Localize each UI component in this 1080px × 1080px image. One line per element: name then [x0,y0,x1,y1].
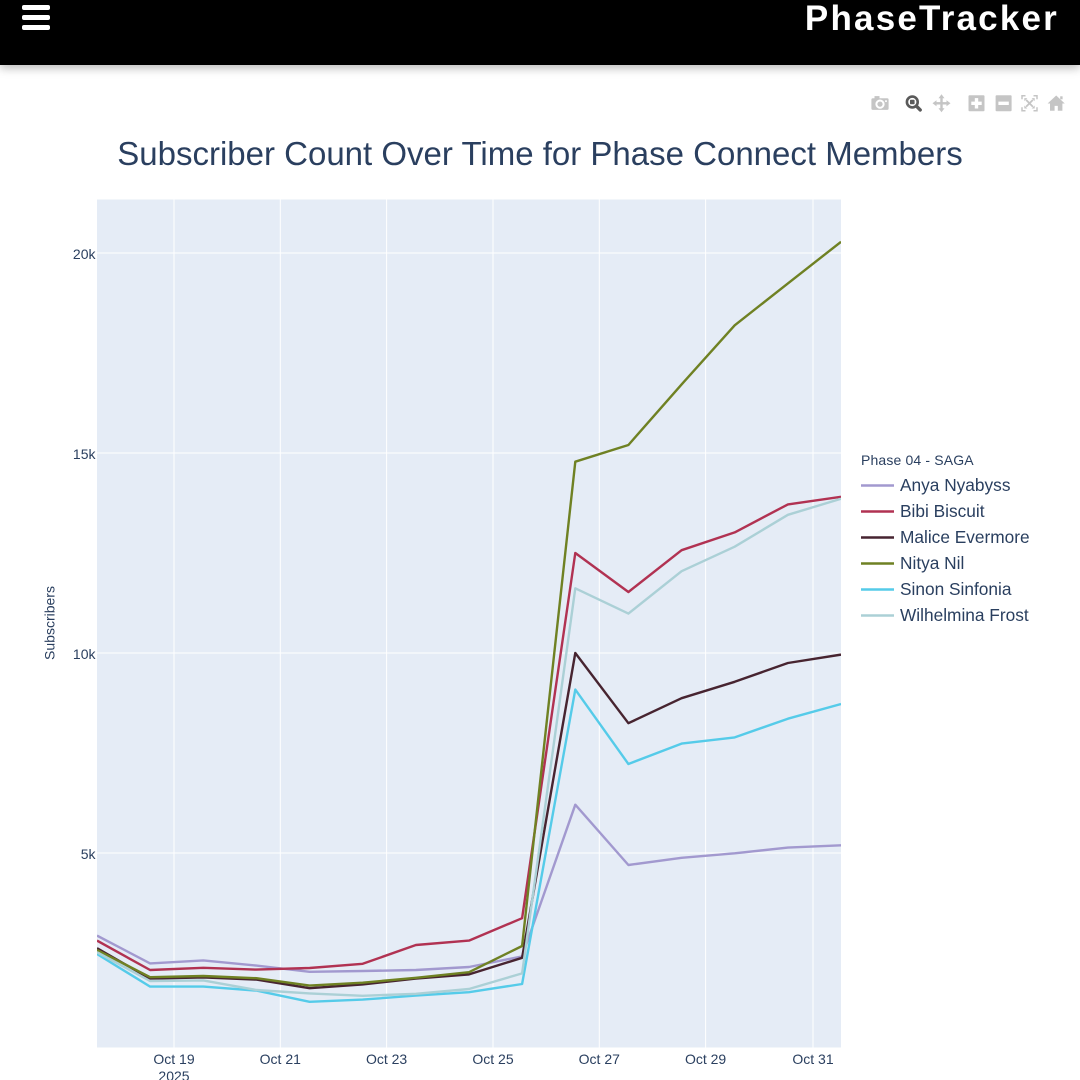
svg-text:Anya Nyabyss: Anya Nyabyss [900,475,1011,495]
svg-text:Oct 25: Oct 25 [472,1051,513,1067]
svg-text:Oct 23: Oct 23 [366,1051,407,1067]
svg-text:10k: 10k [73,646,97,662]
svg-text:Oct 27: Oct 27 [579,1051,620,1067]
svg-text:Phase 04 - SAGA: Phase 04 - SAGA [861,452,974,468]
svg-text:Oct 29: Oct 29 [685,1051,726,1067]
svg-text:5k: 5k [81,846,97,862]
svg-text:Oct 19: Oct 19 [153,1051,194,1067]
svg-text:Oct 21: Oct 21 [260,1051,301,1067]
svg-text:Malice Evermore: Malice Evermore [900,527,1030,547]
svg-text:Subscriber Count Over Time for: Subscriber Count Over Time for Phase Con… [117,135,963,172]
svg-text:Bibi Biscuit: Bibi Biscuit [900,501,985,521]
svg-text:Subscribers: Subscribers [42,586,58,660]
svg-text:2025: 2025 [158,1068,189,1080]
svg-text:20k: 20k [73,246,97,262]
svg-text:Nitya Nil: Nitya Nil [900,553,964,573]
svg-text:Sinon Sinfonia: Sinon Sinfonia [900,579,1012,599]
svg-text:Oct 31: Oct 31 [792,1051,833,1067]
svg-text:15k: 15k [73,446,97,462]
svg-text:Wilhelmina Frost: Wilhelmina Frost [900,605,1029,625]
